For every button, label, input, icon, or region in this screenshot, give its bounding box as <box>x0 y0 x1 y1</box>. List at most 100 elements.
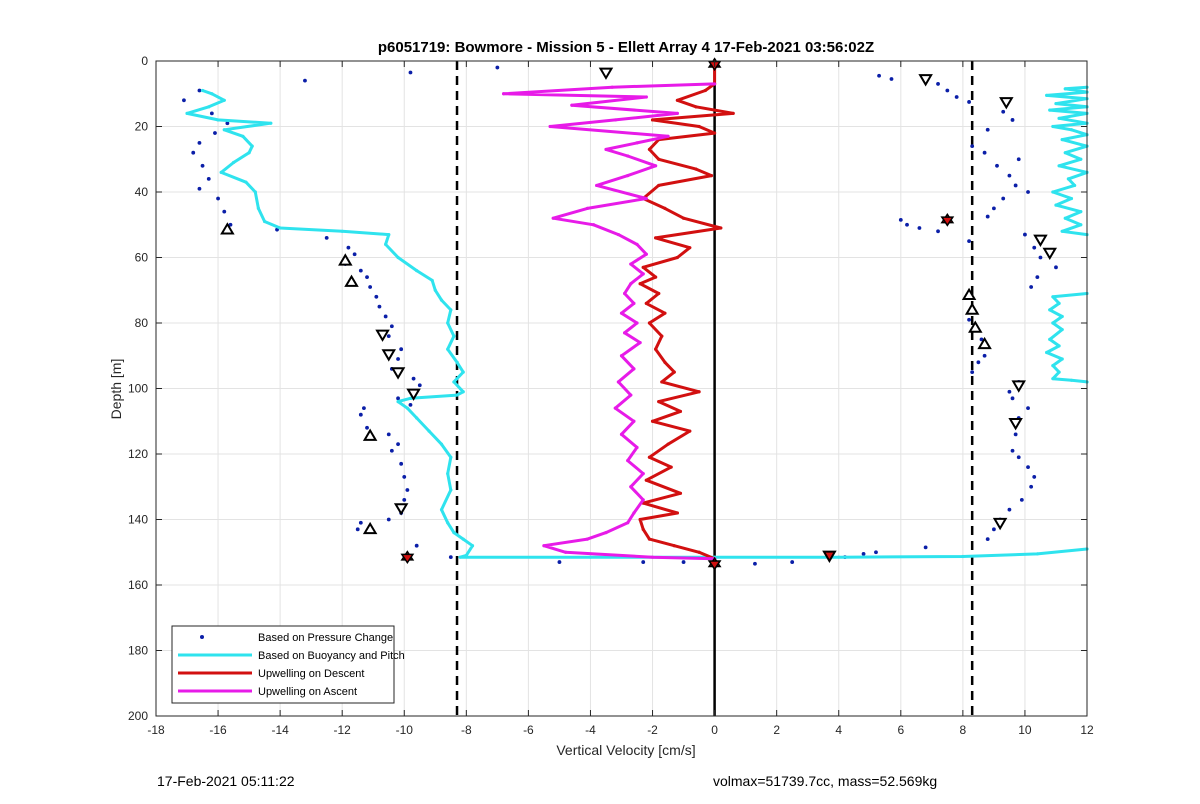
series-vertex <box>1063 216 1067 220</box>
series-vertex <box>644 196 648 201</box>
data-point <box>448 555 453 560</box>
series-vertex <box>638 517 642 522</box>
series-vertex <box>1069 128 1074 132</box>
series-vertex <box>1045 93 1049 97</box>
series-vertex <box>675 98 679 102</box>
series-vertex <box>384 242 388 246</box>
series-vertex <box>604 147 608 152</box>
series-vertex <box>415 269 419 273</box>
series-vertex <box>688 246 692 250</box>
legend-label: Upwelling on Descent <box>258 668 364 680</box>
legend-swatch <box>200 635 204 639</box>
data-point <box>898 217 903 222</box>
series-vertex <box>588 555 593 559</box>
series-vertex <box>632 511 636 515</box>
triangle-up-marker <box>964 302 980 315</box>
series-vertex <box>185 111 189 115</box>
triangle-down-marker <box>1042 247 1058 261</box>
series-vertex <box>458 555 462 559</box>
series-vertex <box>461 370 465 374</box>
data-point <box>358 268 363 273</box>
triangle-down-marker <box>1008 418 1023 431</box>
series-vertex <box>216 118 220 122</box>
data-point <box>396 357 400 361</box>
series-vertex <box>1079 157 1083 161</box>
series-vertex <box>449 308 453 312</box>
series-vertex <box>663 360 667 364</box>
hexagram-marker <box>940 216 955 227</box>
series-vertex <box>256 206 261 210</box>
triangle-up-marker <box>362 521 378 535</box>
data-point <box>985 537 990 542</box>
data-point <box>389 324 394 329</box>
triangle-up-marker <box>362 428 378 441</box>
data-point <box>1035 275 1040 280</box>
markers-layer <box>220 57 1058 571</box>
grid <box>155 60 1088 717</box>
series-vertex <box>694 105 698 109</box>
data-point <box>368 285 373 289</box>
legend-label: Based on Pressure Change <box>258 632 393 644</box>
data-point <box>1029 484 1034 489</box>
data-point <box>979 337 984 342</box>
data-point <box>985 214 990 219</box>
series-vertex <box>635 445 639 450</box>
series-vertex <box>269 121 273 125</box>
series-vertex <box>681 216 686 220</box>
series-vertex <box>616 232 620 237</box>
data-point <box>1013 432 1018 437</box>
x-tick-label: -8 <box>461 723 472 737</box>
data-point <box>209 111 214 116</box>
series-vertex <box>1051 295 1055 299</box>
data-point <box>889 77 894 81</box>
triangle-down-marker <box>1011 380 1026 393</box>
y-tick-label: 180 <box>128 644 148 658</box>
data-point <box>389 448 394 453</box>
data-point <box>417 383 422 388</box>
chart-title: p6051719: Bowmore - Mission 5 - Ellett A… <box>378 39 874 56</box>
series-vertex <box>961 554 965 559</box>
data-point <box>191 150 196 155</box>
series-vertex <box>1072 183 1077 188</box>
series-vertex <box>647 455 652 459</box>
series-vertex <box>415 416 419 420</box>
legend-label: Upwelling on Ascent <box>258 686 357 698</box>
triangle-down-marker <box>406 388 421 401</box>
series-vertex <box>654 236 658 240</box>
data-point <box>985 127 990 132</box>
series-line <box>638 64 735 561</box>
data-point <box>936 82 940 86</box>
x-tick-label: -14 <box>271 723 289 737</box>
y-tick-label: 140 <box>128 513 148 527</box>
series-vertex <box>210 92 214 96</box>
series-vertex <box>632 367 636 371</box>
data-point <box>976 360 981 365</box>
series-vertex <box>635 141 639 145</box>
data-point <box>346 245 351 250</box>
series-vertex <box>675 255 679 260</box>
timestamp-footer: 17-Feb-2021 05:11:22 <box>157 773 295 789</box>
series-vertex <box>616 380 620 384</box>
series-vertex <box>396 255 400 260</box>
data-point <box>182 98 186 103</box>
series-vertex <box>595 183 599 188</box>
series-vertex <box>591 223 596 227</box>
series-vertex <box>650 419 655 423</box>
data-point <box>358 412 363 417</box>
data-point <box>495 65 500 70</box>
series-vertex <box>629 393 633 397</box>
series-vertex <box>427 429 431 433</box>
y-tick-label: 100 <box>128 382 148 396</box>
series-vertex <box>641 498 645 502</box>
series-vertex <box>663 206 667 210</box>
triangle-down-marker <box>598 67 614 80</box>
series-vertex <box>657 183 661 188</box>
series-vertex <box>650 555 655 559</box>
series-based-on-buoyancy-and-pitch <box>185 85 1089 559</box>
series-vertex <box>663 311 667 315</box>
series-vertex <box>688 429 692 433</box>
series-vertex <box>697 124 701 129</box>
series-vertex <box>1048 337 1052 341</box>
data-point <box>1038 255 1043 260</box>
data-point <box>1023 232 1027 237</box>
